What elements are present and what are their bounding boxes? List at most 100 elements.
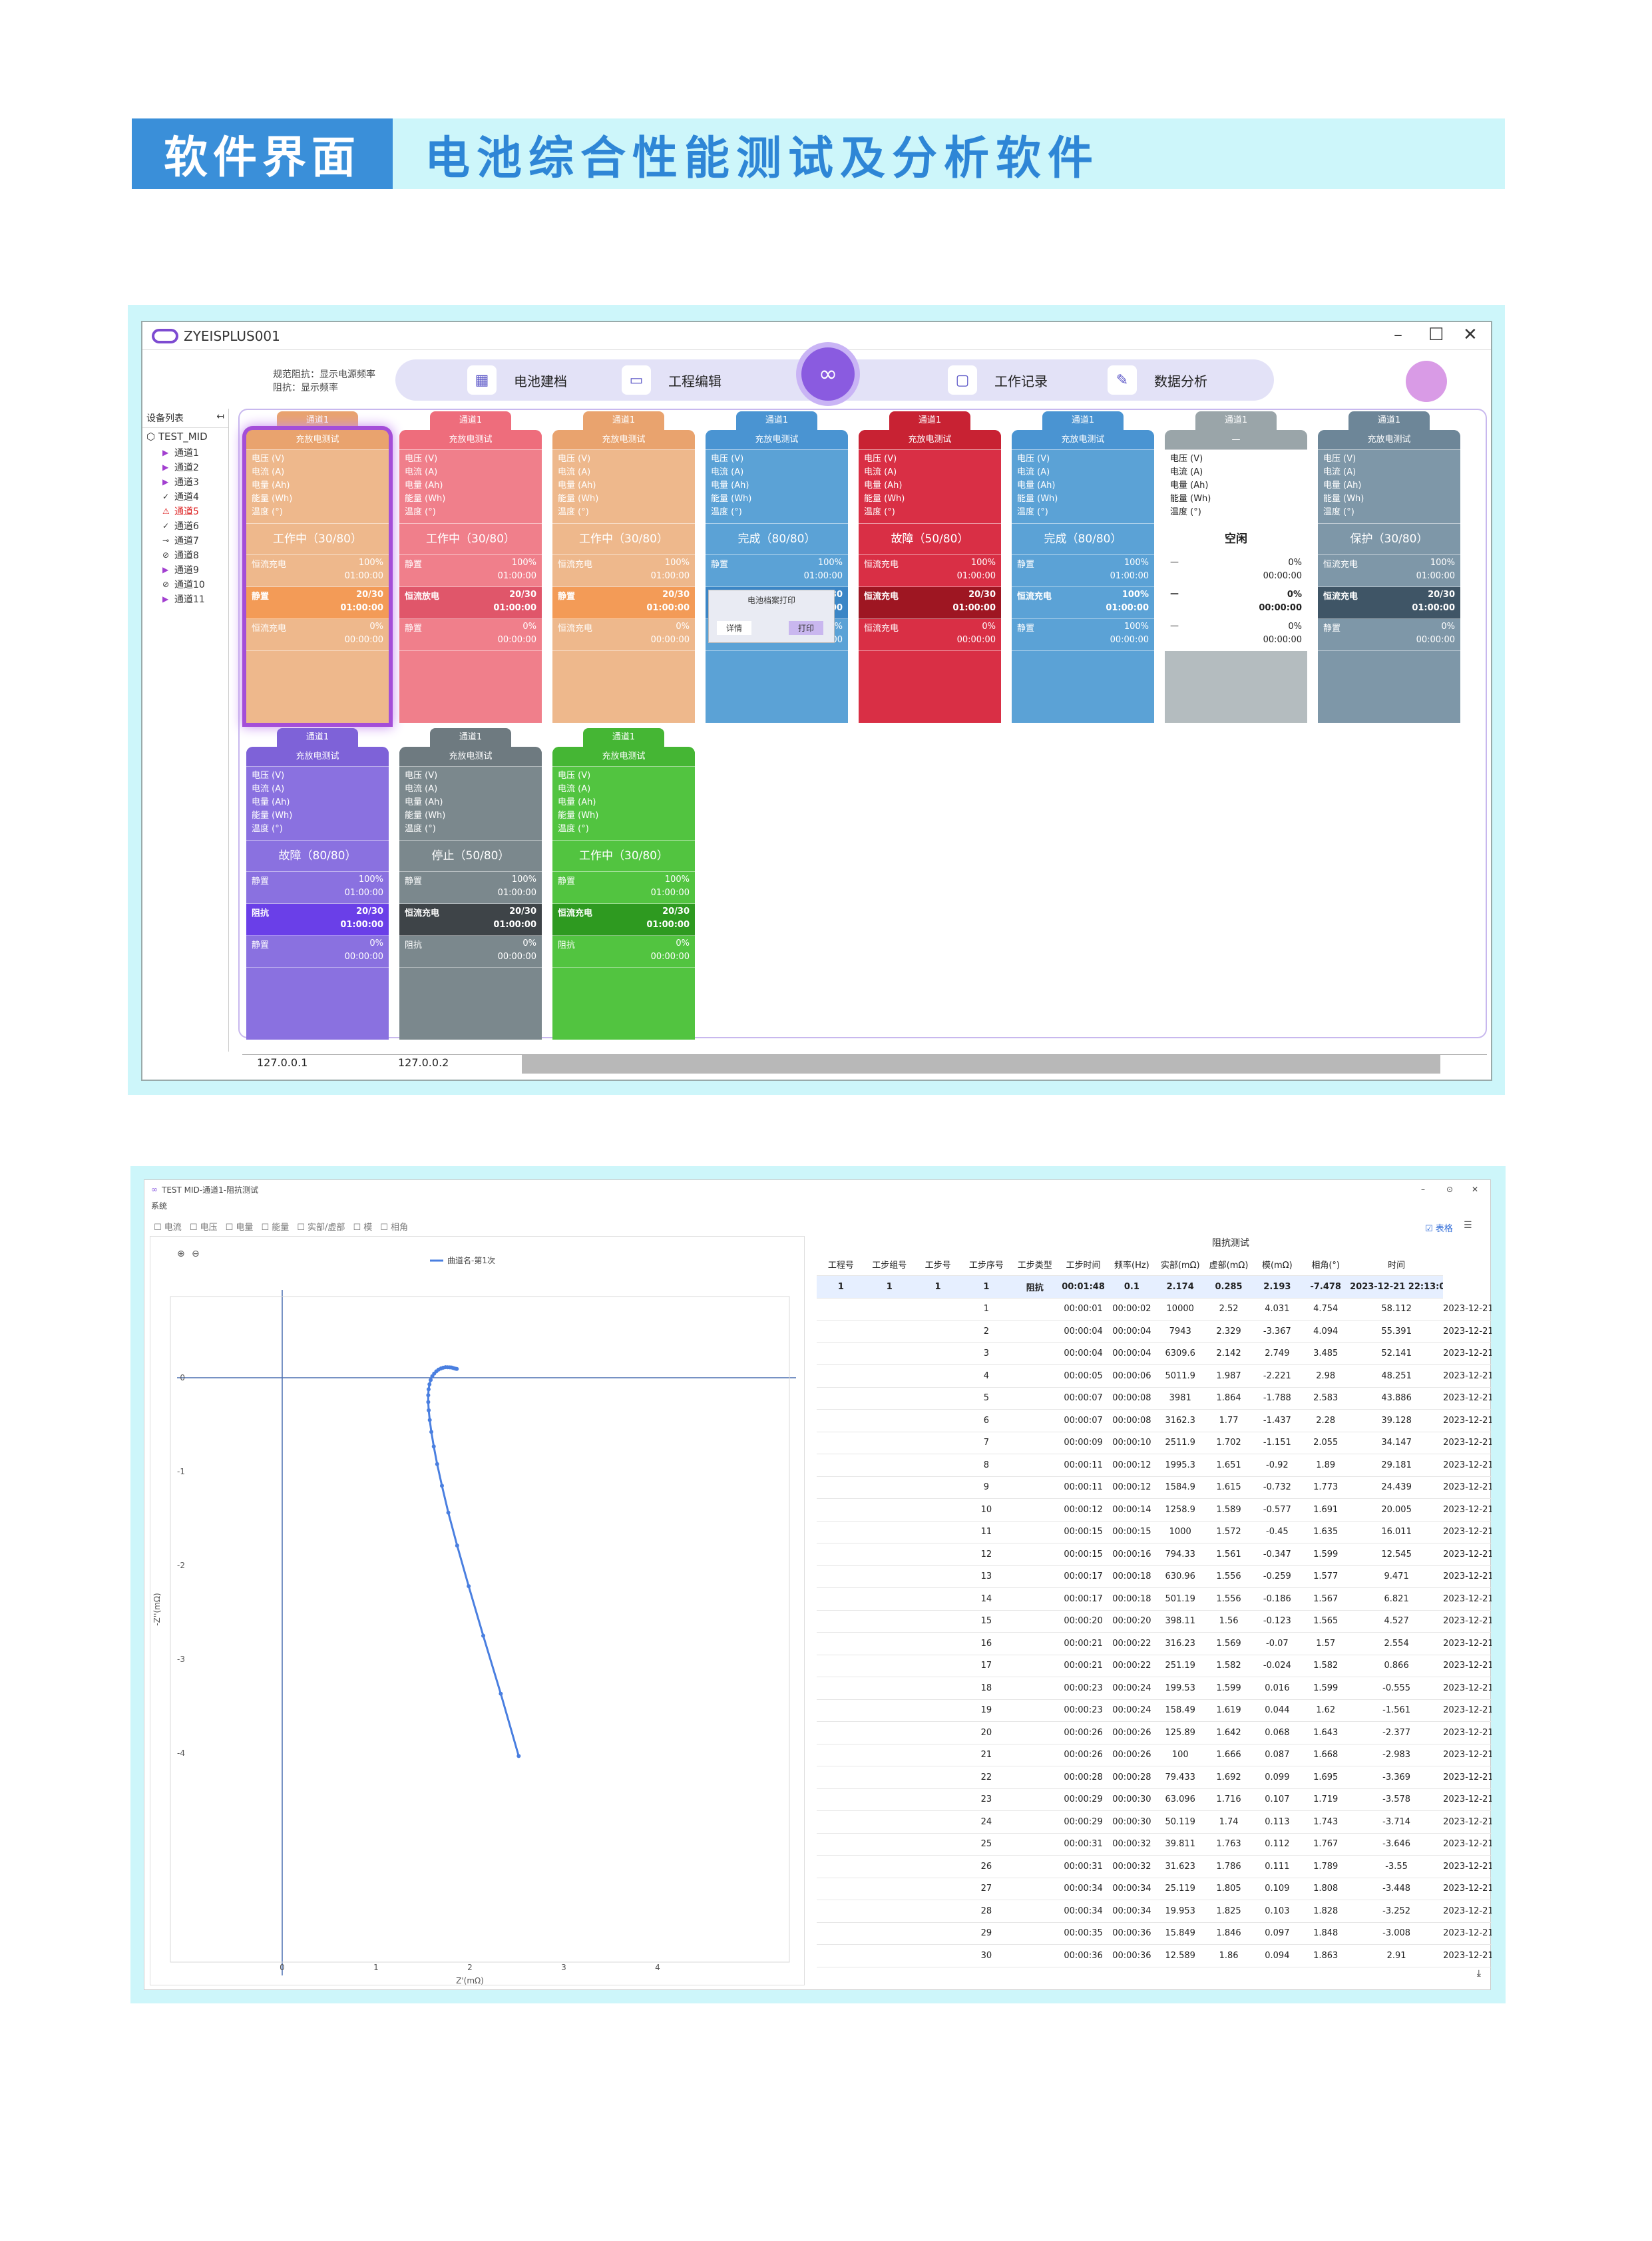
table-row[interactable]: 1 1 1 1 阻抗 00:01:48 0.1 2.174 0.285 2.193 -7.478 20… bbox=[817, 1275, 1492, 1299]
channel-tab[interactable]: 通道1 bbox=[277, 728, 358, 748]
table-row[interactable]: 27 00:00:34 00:00:34 25.119 1.805 0.109 1.808-… bbox=[817, 1878, 1492, 1900]
series-checkbox[interactable]: ☐ 能量 bbox=[261, 1223, 290, 1233]
channel-card[interactable]: 通道1 充放电测试 电压 (V) 电流 (A) 电量 (Ah) 能量 (Wh) 温度 (°)… bbox=[552, 728, 695, 1053]
nav-project-edit[interactable]: ▭ 工程编辑 bbox=[622, 365, 722, 395]
table-row[interactable]: 15 00:00:20 00:00:20 398.11 1.56 -0.123 1.565 4… bbox=[817, 1610, 1492, 1633]
channel-card[interactable]: 通道1 充放电测试 电压 (V) 电流 (A) 电量 (Ah) 能量 (Wh) 温度 (°)… bbox=[246, 411, 389, 736]
table-row[interactable]: 8 00:00:11 00:00:12 1995.3 1.651 -0.92 1.89 29.… bbox=[817, 1454, 1492, 1477]
channel-tab[interactable]: 通道1 bbox=[889, 411, 970, 431]
table-row[interactable]: 6 00:00:07 00:00:08 3162.3 1.77 -1.437 2.28 39.… bbox=[817, 1409, 1492, 1432]
table-row[interactable]: 3 00:00:04 00:00:04 6309.6 2.142 2.749 3.485 52… bbox=[817, 1342, 1492, 1365]
table-row[interactable]: 12 00:00:15 00:00:16 794.33 1.561 -0.347 1.599… bbox=[817, 1543, 1492, 1566]
table-row[interactable]: 20 00:00:26 00:00:26 125.89 1.642 0.068 1.643-… bbox=[817, 1721, 1492, 1744]
maximize-icon[interactable]: ⊙ bbox=[1446, 1185, 1454, 1194]
device-item-channel-5[interactable]: ⚠ 通道5 bbox=[142, 504, 228, 518]
device-item-channel-6[interactable]: ✓ 通道6 bbox=[142, 518, 228, 533]
close-icon[interactable]: ✕ bbox=[1463, 325, 1478, 345]
table-row[interactable]: 30 00:00:36 00:00:36 12.589 1.86 0.094 1.863 2.… bbox=[817, 1944, 1492, 1967]
channel-card[interactable]: 通道1 充放电测试 电压 (V) 电流 (A) 电量 (Ah) 能量 (Wh) 温度 (°)… bbox=[1318, 411, 1460, 736]
table-row[interactable]: 2 00:00:04 00:00:04 7943 2.329 -3.367 4.094 55.… bbox=[817, 1320, 1492, 1343]
details-button[interactable]: 详情 bbox=[717, 621, 752, 635]
device-item-channel-2[interactable]: ▶ 通道2 bbox=[142, 460, 228, 475]
menu-system[interactable]: 系统 bbox=[151, 1201, 168, 1211]
print-button[interactable]: 打印 bbox=[789, 621, 824, 635]
table-row[interactable]: 1 00:00:01 00:00:02 10000 2.52 4.031 4.754 58.1… bbox=[817, 1298, 1492, 1321]
series-checkbox[interactable]: ☐ 模 bbox=[353, 1223, 373, 1233]
channel-card[interactable]: 通道1 充放电测试 电压 (V) 电流 (A) 电量 (Ah) 能量 (Wh) 温度 (°)… bbox=[859, 411, 1001, 736]
device-item-channel-7[interactable]: ⊸ 通道7 bbox=[142, 533, 228, 548]
step-row: 静置 0% 00:00:00 bbox=[1318, 619, 1460, 651]
series-checkbox[interactable]: ☐ 电量 bbox=[225, 1223, 254, 1233]
channel-card[interactable]: 通道1 充放电测试 电压 (V) 电流 (A) 电量 (Ah) 能量 (Wh) 温度 (°)… bbox=[552, 411, 695, 736]
device-root[interactable]: ⬡ TEST_MID bbox=[146, 431, 208, 443]
table-row[interactable]: 23 00:00:29 00:00:30 63.096 1.716 0.107 1.719-… bbox=[817, 1788, 1492, 1811]
nav-work-records[interactable]: ▢ 工作记录 bbox=[948, 365, 1048, 395]
table-row[interactable]: 25 00:00:31 00:00:32 39.811 1.763 0.112 1.767-… bbox=[817, 1833, 1492, 1856]
table-row[interactable]: 24 00:00:29 00:00:30 50.119 1.74 0.113 1.743 -3… bbox=[817, 1810, 1492, 1834]
table-row[interactable]: 11 00:00:15 00:00:15 1000 1.572 -0.45 1.635 16.… bbox=[817, 1521, 1492, 1543]
device-item-channel-11[interactable]: ▶ 通道11 bbox=[142, 592, 228, 606]
minimize-icon[interactable]: – bbox=[1394, 325, 1402, 345]
table-row[interactable]: 5 00:00:07 00:00:08 3981 1.864 -1.788 2.583 43.… bbox=[817, 1387, 1492, 1410]
table-row[interactable]: 18 00:00:23 00:00:24 199.53 1.599 0.016 1.599-… bbox=[817, 1677, 1492, 1700]
device-item-channel-4[interactable]: ✓ 通道4 bbox=[142, 489, 228, 504]
channel-card[interactable]: 通道1 充放电测试 电压 (V) 电流 (A) 电量 (Ah) 能量 (Wh) 温度 (°)… bbox=[706, 411, 848, 736]
channel-tab[interactable]: 通道1 bbox=[1195, 411, 1277, 431]
table-cell: 1258.9 bbox=[1155, 1498, 1205, 1522]
table-row[interactable]: 29 00:00:35 00:00:36 15.849 1.846 0.097 1.848-… bbox=[817, 1922, 1492, 1945]
table-row[interactable]: 13 00:00:17 00:00:18 630.96 1.556 -0.259 1.577… bbox=[817, 1565, 1492, 1588]
table-row[interactable]: 17 00:00:21 00:00:22 251.19 1.582 -0.024 1.582… bbox=[817, 1655, 1492, 1677]
series-checkbox[interactable]: ☐ 实部/虚部 bbox=[297, 1223, 345, 1233]
nav-battery-archive[interactable]: ▦ 电池建档 bbox=[467, 365, 567, 395]
device-item-channel-1[interactable]: ▶ 通道1 bbox=[142, 445, 228, 460]
field-label: 电流 (A) bbox=[711, 467, 744, 477]
table-row[interactable]: 4 00:00:05 00:00:06 5011.9 1.987 -2.221 2.98 48… bbox=[817, 1364, 1492, 1388]
channel-tab[interactable]: 通道1 bbox=[430, 728, 511, 748]
download-icon[interactable]: ⤓ bbox=[1476, 1968, 1481, 1979]
table-cell: 00:00:05 bbox=[1059, 1364, 1108, 1388]
table-cell: 0.097 bbox=[1253, 1922, 1302, 1945]
series-checkbox[interactable]: ☐ 电流 bbox=[154, 1223, 182, 1233]
maximize-icon[interactable]: ☐ bbox=[1428, 325, 1444, 345]
center-logo-icon[interactable]: ∞ bbox=[796, 342, 860, 406]
table-row[interactable]: 28 00:00:34 00:00:34 19.953 1.825 0.103 1.828-… bbox=[817, 1900, 1492, 1923]
table-row[interactable]: 16 00:00:21 00:00:22 316.23 1.569 -0.07 1.57 2.… bbox=[817, 1632, 1492, 1655]
channel-card[interactable]: 通道1 充放电测试 电压 (V) 电流 (A) 电量 (Ah) 能量 (Wh) 温度 (°)… bbox=[1012, 411, 1154, 736]
table-toggle-label: 表格 bbox=[1435, 1224, 1453, 1234]
channel-card[interactable]: 通道1 充放电测试 电压 (V) 电流 (A) 电量 (Ah) 能量 (Wh) 温度 (°)… bbox=[399, 411, 542, 736]
table-row[interactable]: 9 00:00:11 00:00:12 1584.9 1.615 -0.732 1.773 2… bbox=[817, 1476, 1492, 1499]
device-item-channel-8[interactable]: ⊘ 通道8 bbox=[142, 548, 228, 562]
table-row[interactable]: 7 00:00:09 00:00:10 2511.9 1.702 -1.151 2.055 3… bbox=[817, 1432, 1492, 1454]
device-item-channel-9[interactable]: ▶ 通道9 bbox=[142, 562, 228, 577]
table-toggle[interactable]: ☑ 表格 bbox=[1425, 1224, 1453, 1234]
channel-tab[interactable]: 通道1 bbox=[1348, 411, 1430, 431]
channel-card[interactable]: 通道1— 电压 (V) 电流 (A) 电量 (Ah) 能量 (Wh) 温度 (°) 空闲 —0… bbox=[1165, 411, 1307, 736]
list-icon[interactable]: ☰ bbox=[1464, 1220, 1472, 1231]
device-item-channel-10[interactable]: ⊘ 通道10 bbox=[142, 577, 228, 592]
table-row[interactable]: 10 00:00:12 00:00:14 1258.9 1.589 -0.577 1.691… bbox=[817, 1498, 1492, 1522]
channel-tab[interactable]: 通道1 bbox=[583, 728, 664, 748]
table-cell: 2.329 bbox=[1204, 1320, 1253, 1343]
channel-tab[interactable]: 通道1 bbox=[1042, 411, 1124, 431]
series-checkbox[interactable]: ☐ 相角 bbox=[380, 1223, 409, 1233]
avatar[interactable] bbox=[1406, 361, 1447, 402]
device-item-channel-3[interactable]: ▶ 通道3 bbox=[142, 475, 228, 489]
collapse-icon[interactable]: ↤ bbox=[216, 411, 224, 422]
channel-tab[interactable]: 通道1 bbox=[583, 411, 664, 431]
table-row[interactable]: 21 00:00:26 00:00:26 100 1.666 0.087 1.668 -2.9… bbox=[817, 1744, 1492, 1766]
channel-card[interactable]: 通道1 充放电测试 电压 (V) 电流 (A) 电量 (Ah) 能量 (Wh) 温度 (°)… bbox=[399, 728, 542, 1053]
series-checkbox[interactable]: ☐ 电压 bbox=[189, 1223, 218, 1233]
table-row[interactable]: 14 00:00:17 00:00:18 501.19 1.556 -0.186 1.567… bbox=[817, 1587, 1492, 1611]
table-row[interactable]: 26 00:00:31 00:00:32 31.623 1.786 0.111 1.789-… bbox=[817, 1855, 1492, 1878]
channel-card[interactable]: 通道1 充放电测试 电压 (V) 电流 (A) 电量 (Ah) 能量 (Wh) 温度 (°)… bbox=[246, 728, 389, 1053]
table-row[interactable]: 22 00:00:28 00:00:28 79.433 1.692 0.099 1.695-… bbox=[817, 1766, 1492, 1789]
close-icon[interactable]: ✕ bbox=[1472, 1185, 1479, 1194]
channel-tab[interactable]: 通道1 bbox=[430, 411, 511, 431]
nyquist-chart: 0 1 2 3 4 0 -1 -2 -3 -4 Z'(mΩ) -Z''(mΩ) 曲道名-第1次 ⊕ ⊖ bbox=[150, 1236, 805, 1985]
minimize-icon[interactable]: – bbox=[1421, 1185, 1425, 1194]
table-row[interactable]: 19 00:00:23 00:00:24 158.49 1.619 0.044 1.62 -1… bbox=[817, 1699, 1492, 1722]
channel-tab[interactable]: 通道1 bbox=[736, 411, 817, 431]
horizontal-scrollbar[interactable] bbox=[522, 1055, 1440, 1074]
channel-tab[interactable]: 通道1 bbox=[277, 411, 358, 431]
nav-data-analysis[interactable]: ✎ 数据分析 bbox=[1108, 365, 1207, 395]
